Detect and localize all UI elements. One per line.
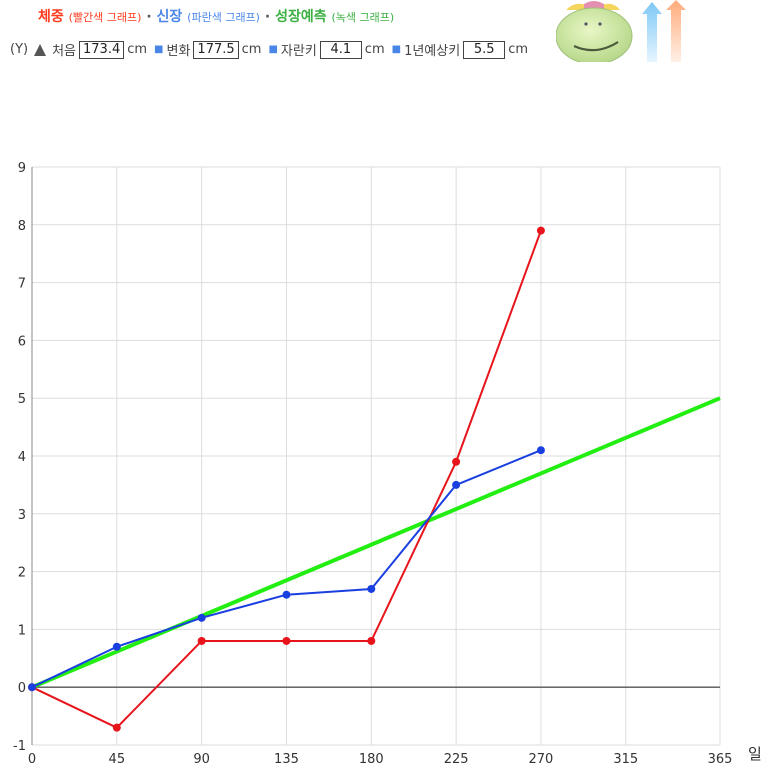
data-point xyxy=(282,636,291,645)
chart-legend: 체중 (빨간색 그래프) · 신장 (파란색 그래프) · 성장예측 (녹색 그… xyxy=(38,6,394,26)
up-arrow-icon xyxy=(34,43,47,56)
y-tick-label: 4 xyxy=(18,450,26,465)
change-label: 변화 xyxy=(166,44,191,59)
legend-height-note: (파란색 그래프) xyxy=(187,11,260,24)
start-label: 처음 xyxy=(52,44,77,59)
data-point xyxy=(367,584,376,593)
y-tick-label: 9 xyxy=(18,161,26,176)
data-point xyxy=(282,590,291,599)
x-tick-label: 365 xyxy=(708,752,733,767)
data-point xyxy=(536,226,545,235)
y-tick-label: 3 xyxy=(18,508,26,523)
year-value: 5.5 xyxy=(463,40,506,59)
legend-predict: 성장예측 xyxy=(275,9,327,25)
data-point xyxy=(536,446,545,455)
y-tick-label: 6 xyxy=(18,334,26,349)
x-tick-label: 225 xyxy=(444,752,469,767)
year-unit: cm xyxy=(508,42,528,57)
grown-unit: cm xyxy=(364,42,385,57)
y-axis-label: (Y) xyxy=(10,42,29,57)
legend-predict-note: (녹색 그래프) xyxy=(331,11,395,24)
legend-separator: · xyxy=(146,9,152,25)
growth-arrows-icon xyxy=(642,0,686,62)
data-point xyxy=(197,613,206,622)
x-tick-label: 0 xyxy=(28,752,36,767)
data-point xyxy=(452,457,461,466)
start-unit: cm xyxy=(127,42,148,57)
year-label: 1년예상키 xyxy=(404,44,461,59)
growth-stats: (Y) 처음 173.4 cm ■ 변화 177.5 cm ■ 자란키 4.1 … xyxy=(10,40,528,59)
smiling-green-mascot-icon xyxy=(556,0,686,62)
data-point xyxy=(28,683,36,692)
data-point xyxy=(112,723,121,732)
x-tick-label: 315 xyxy=(613,752,638,767)
change-value: 177.5 xyxy=(193,40,239,59)
y-tick-label: -1 xyxy=(13,739,26,754)
x-tick-label: 180 xyxy=(359,752,384,767)
x-tick-label: 270 xyxy=(529,752,554,767)
grown-value: 4.1 xyxy=(319,40,362,59)
y-tick-label: 8 xyxy=(18,219,26,234)
y-tick-label: 2 xyxy=(18,566,26,581)
x-tick-label: 45 xyxy=(109,752,126,767)
legend-separator: · xyxy=(264,9,271,25)
y-tick-label: 7 xyxy=(18,277,26,292)
bullet-icon: ■ xyxy=(268,44,278,55)
x-tick-label: 90 xyxy=(193,752,210,767)
change-unit: cm xyxy=(241,42,262,57)
data-point xyxy=(452,480,461,489)
data-point xyxy=(367,636,376,645)
data-point xyxy=(197,636,206,645)
bullet-icon: ■ xyxy=(154,44,164,55)
data-point xyxy=(112,642,121,651)
y-tick-label: 5 xyxy=(18,392,26,407)
x-tick-label: 135 xyxy=(274,752,299,767)
y-tick-label: 1 xyxy=(18,623,26,638)
start-value: 173.4 xyxy=(79,40,125,59)
legend-weight: 체중 xyxy=(38,9,64,25)
legend-height: 신장 xyxy=(156,9,183,25)
legend-weight-note: (빨간색 그래프) xyxy=(68,11,142,24)
y-tick-label: 0 xyxy=(18,681,26,696)
series-line-predict xyxy=(31,396,721,690)
grown-label: 자란키 xyxy=(280,44,317,59)
bullet-icon: ■ xyxy=(391,44,402,55)
x-axis-unit-label: 일 xyxy=(748,745,762,763)
